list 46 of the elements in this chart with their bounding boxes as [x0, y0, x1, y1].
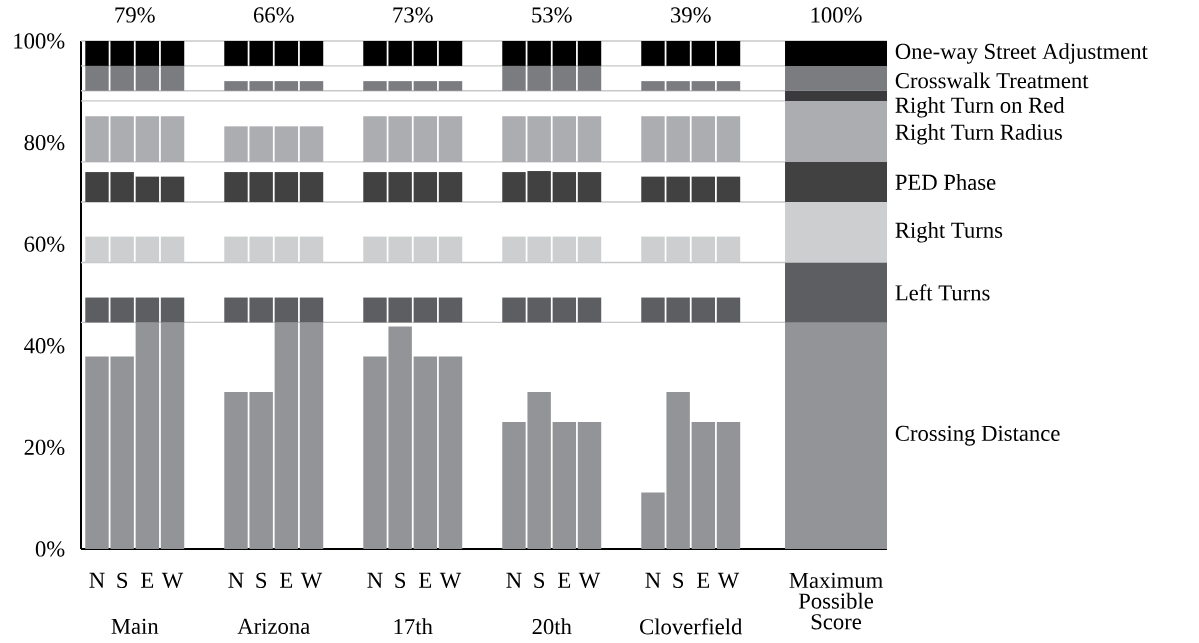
x-tick-label: N: [367, 572, 383, 588]
x-tick-label: E: [558, 572, 571, 588]
series-label: Right Turns: [895, 221, 1003, 243]
y-tick-label: 80%: [24, 134, 65, 151]
x-tick-label: N: [228, 572, 244, 588]
series-label: Right Turn Radius: [895, 123, 1062, 145]
x-tick-label: E: [280, 572, 293, 588]
x-tick-label: E: [141, 572, 154, 588]
series-label: One-way Street Adjustment: [895, 43, 1148, 64]
text: Cloverfield: [640, 618, 743, 635]
x-tick-label: S: [534, 572, 545, 589]
x-tick-label: N: [645, 572, 661, 588]
x-tick-label: W: [578, 572, 601, 588]
text: 53%: [532, 7, 572, 23]
x-tick-label: N: [506, 572, 522, 588]
series-label: Crosswalk Treatment: [895, 72, 1089, 89]
x-tick-label: S: [256, 572, 267, 589]
x-tick-label: S: [673, 572, 684, 589]
text: 79%: [115, 7, 155, 23]
y-tick-label: 100%: [14, 33, 65, 49]
x-tick-label: W: [717, 572, 740, 588]
text: 20th: [532, 618, 572, 635]
series-label: PED Phase: [895, 174, 996, 190]
x-tick-label: Maximum Possible Score: [789, 572, 883, 630]
text: Arizona: [237, 618, 310, 634]
series-label: Left Turns: [895, 284, 990, 301]
text: 73%: [393, 7, 433, 23]
x-tick-label: W: [439, 572, 462, 588]
x-tick-label: W: [300, 572, 323, 588]
x-tick-label: E: [697, 572, 710, 588]
text: 17th: [394, 618, 433, 635]
y-tick-label: 40%: [24, 338, 65, 354]
x-tick-label: W: [161, 572, 184, 588]
y-tick-label: 0%: [35, 541, 65, 557]
x-tick-label: S: [117, 572, 128, 589]
x-tick-label: E: [419, 572, 432, 588]
text: Main: [111, 618, 159, 634]
text: 39%: [671, 7, 711, 23]
text: 66%: [253, 7, 294, 23]
text: 100%: [811, 7, 862, 23]
x-tick-label: N: [89, 572, 105, 588]
y-tick-label: 60%: [24, 236, 65, 252]
series-label: Right Turn on Red: [895, 96, 1065, 118]
series-label: Crossing Distance: [895, 425, 1060, 446]
y-tick-label: 20%: [24, 439, 65, 456]
x-tick-label: S: [395, 572, 406, 589]
